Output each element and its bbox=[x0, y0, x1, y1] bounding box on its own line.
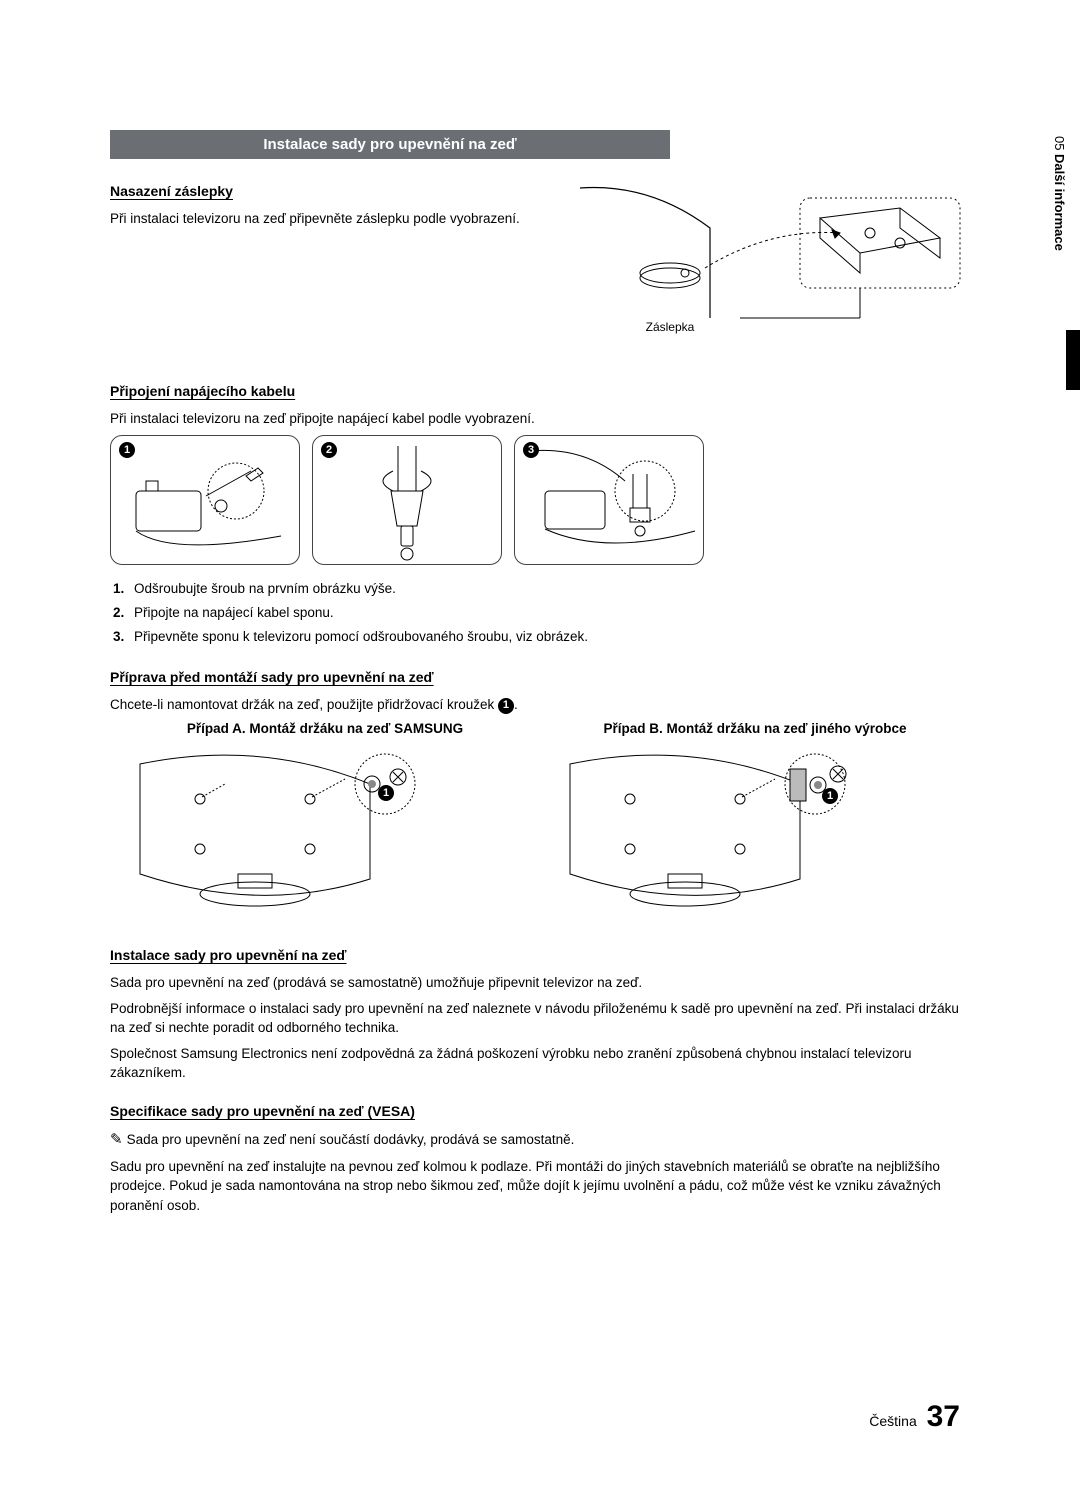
case-b-title: Případ B. Montáž držáku na zeď jiného vý… bbox=[540, 721, 970, 736]
footer-page-number: 37 bbox=[927, 1400, 960, 1433]
ring-number-icon: 1 bbox=[378, 785, 394, 801]
figure-number-icon: 2 bbox=[321, 442, 337, 458]
section-title-bar: Instalace sady pro upevnění na zeď bbox=[110, 130, 670, 159]
figure-case-a: 1 bbox=[110, 744, 540, 937]
text-span: Sada pro upevnění na zeď není součástí d… bbox=[127, 1132, 575, 1147]
note-line: ✎ Sada pro upevnění na zeď není součástí … bbox=[110, 1129, 970, 1151]
figure-zaslepka: Záslepka bbox=[570, 178, 970, 334]
list-item: Připevněte sponu k televizoru pomocí odš… bbox=[128, 625, 970, 649]
page-content: Instalace sady pro upevnění na zeď Nasaz… bbox=[110, 130, 970, 1235]
text-p: Společnost Samsung Electronics není zodp… bbox=[110, 1044, 970, 1083]
figure-cable-2: 2 bbox=[312, 435, 502, 565]
figure-row-cable: 1 2 bbox=[110, 435, 970, 565]
text-p: Sadu pro upevnění na zeď instalujte na p… bbox=[110, 1157, 970, 1216]
figure-label-zaslepka: Záslepka bbox=[610, 320, 730, 334]
page-footer: Čeština 37 bbox=[869, 1400, 960, 1434]
heading-kabel: Připojení napájecího kabelu bbox=[110, 383, 970, 399]
figure-number-icon: 3 bbox=[523, 442, 539, 458]
heading-priprava: Příprava před montáží sady pro upevnění … bbox=[110, 669, 970, 685]
steps-list: Odšroubujte šroub na prvním obrázku výše… bbox=[128, 577, 970, 650]
text-priprava: Chcete-li namontovat držák na zeď, použi… bbox=[110, 695, 970, 715]
figure-case-b: 1 bbox=[540, 744, 970, 937]
ring-number-icon: 1 bbox=[822, 788, 838, 804]
note-icon: ✎ bbox=[110, 1131, 123, 1148]
figure-cable-1: 1 bbox=[110, 435, 300, 565]
figure-number-icon: 1 bbox=[119, 442, 135, 458]
text-nasazeni: Při instalaci televizoru na zeď připevně… bbox=[110, 209, 530, 229]
text-kabel: Při instalaci televizoru na zeď připojte… bbox=[110, 409, 970, 429]
page-edge-marker bbox=[1066, 330, 1080, 390]
heading-instalace: Instalace sady pro upevnění na zeď bbox=[110, 947, 970, 963]
figure-cable-3: 3 bbox=[514, 435, 704, 565]
text-p: Podrobnější informace o instalaci sady p… bbox=[110, 999, 970, 1038]
chapter-number: 05 bbox=[1052, 136, 1067, 150]
footer-language: Čeština bbox=[869, 1413, 916, 1429]
heading-spec: Specifikace sady pro upevnění na zeď (VE… bbox=[110, 1103, 970, 1119]
ring-number-icon: 1 bbox=[498, 698, 514, 714]
case-a-title: Případ A. Montáž držáku na zeď SAMSUNG bbox=[110, 721, 540, 736]
list-item: Připojte na napájecí kabel sponu. bbox=[128, 601, 970, 625]
side-chapter-tab: 05 Další informace bbox=[1052, 136, 1080, 251]
list-item: Odšroubujte šroub na prvním obrázku výše… bbox=[128, 577, 970, 601]
chapter-label: Další informace bbox=[1052, 154, 1067, 251]
text-span: Chcete-li namontovat držák na zeď, použi… bbox=[110, 697, 498, 712]
text-p: Sada pro upevnění na zeď (prodává se sam… bbox=[110, 973, 970, 993]
